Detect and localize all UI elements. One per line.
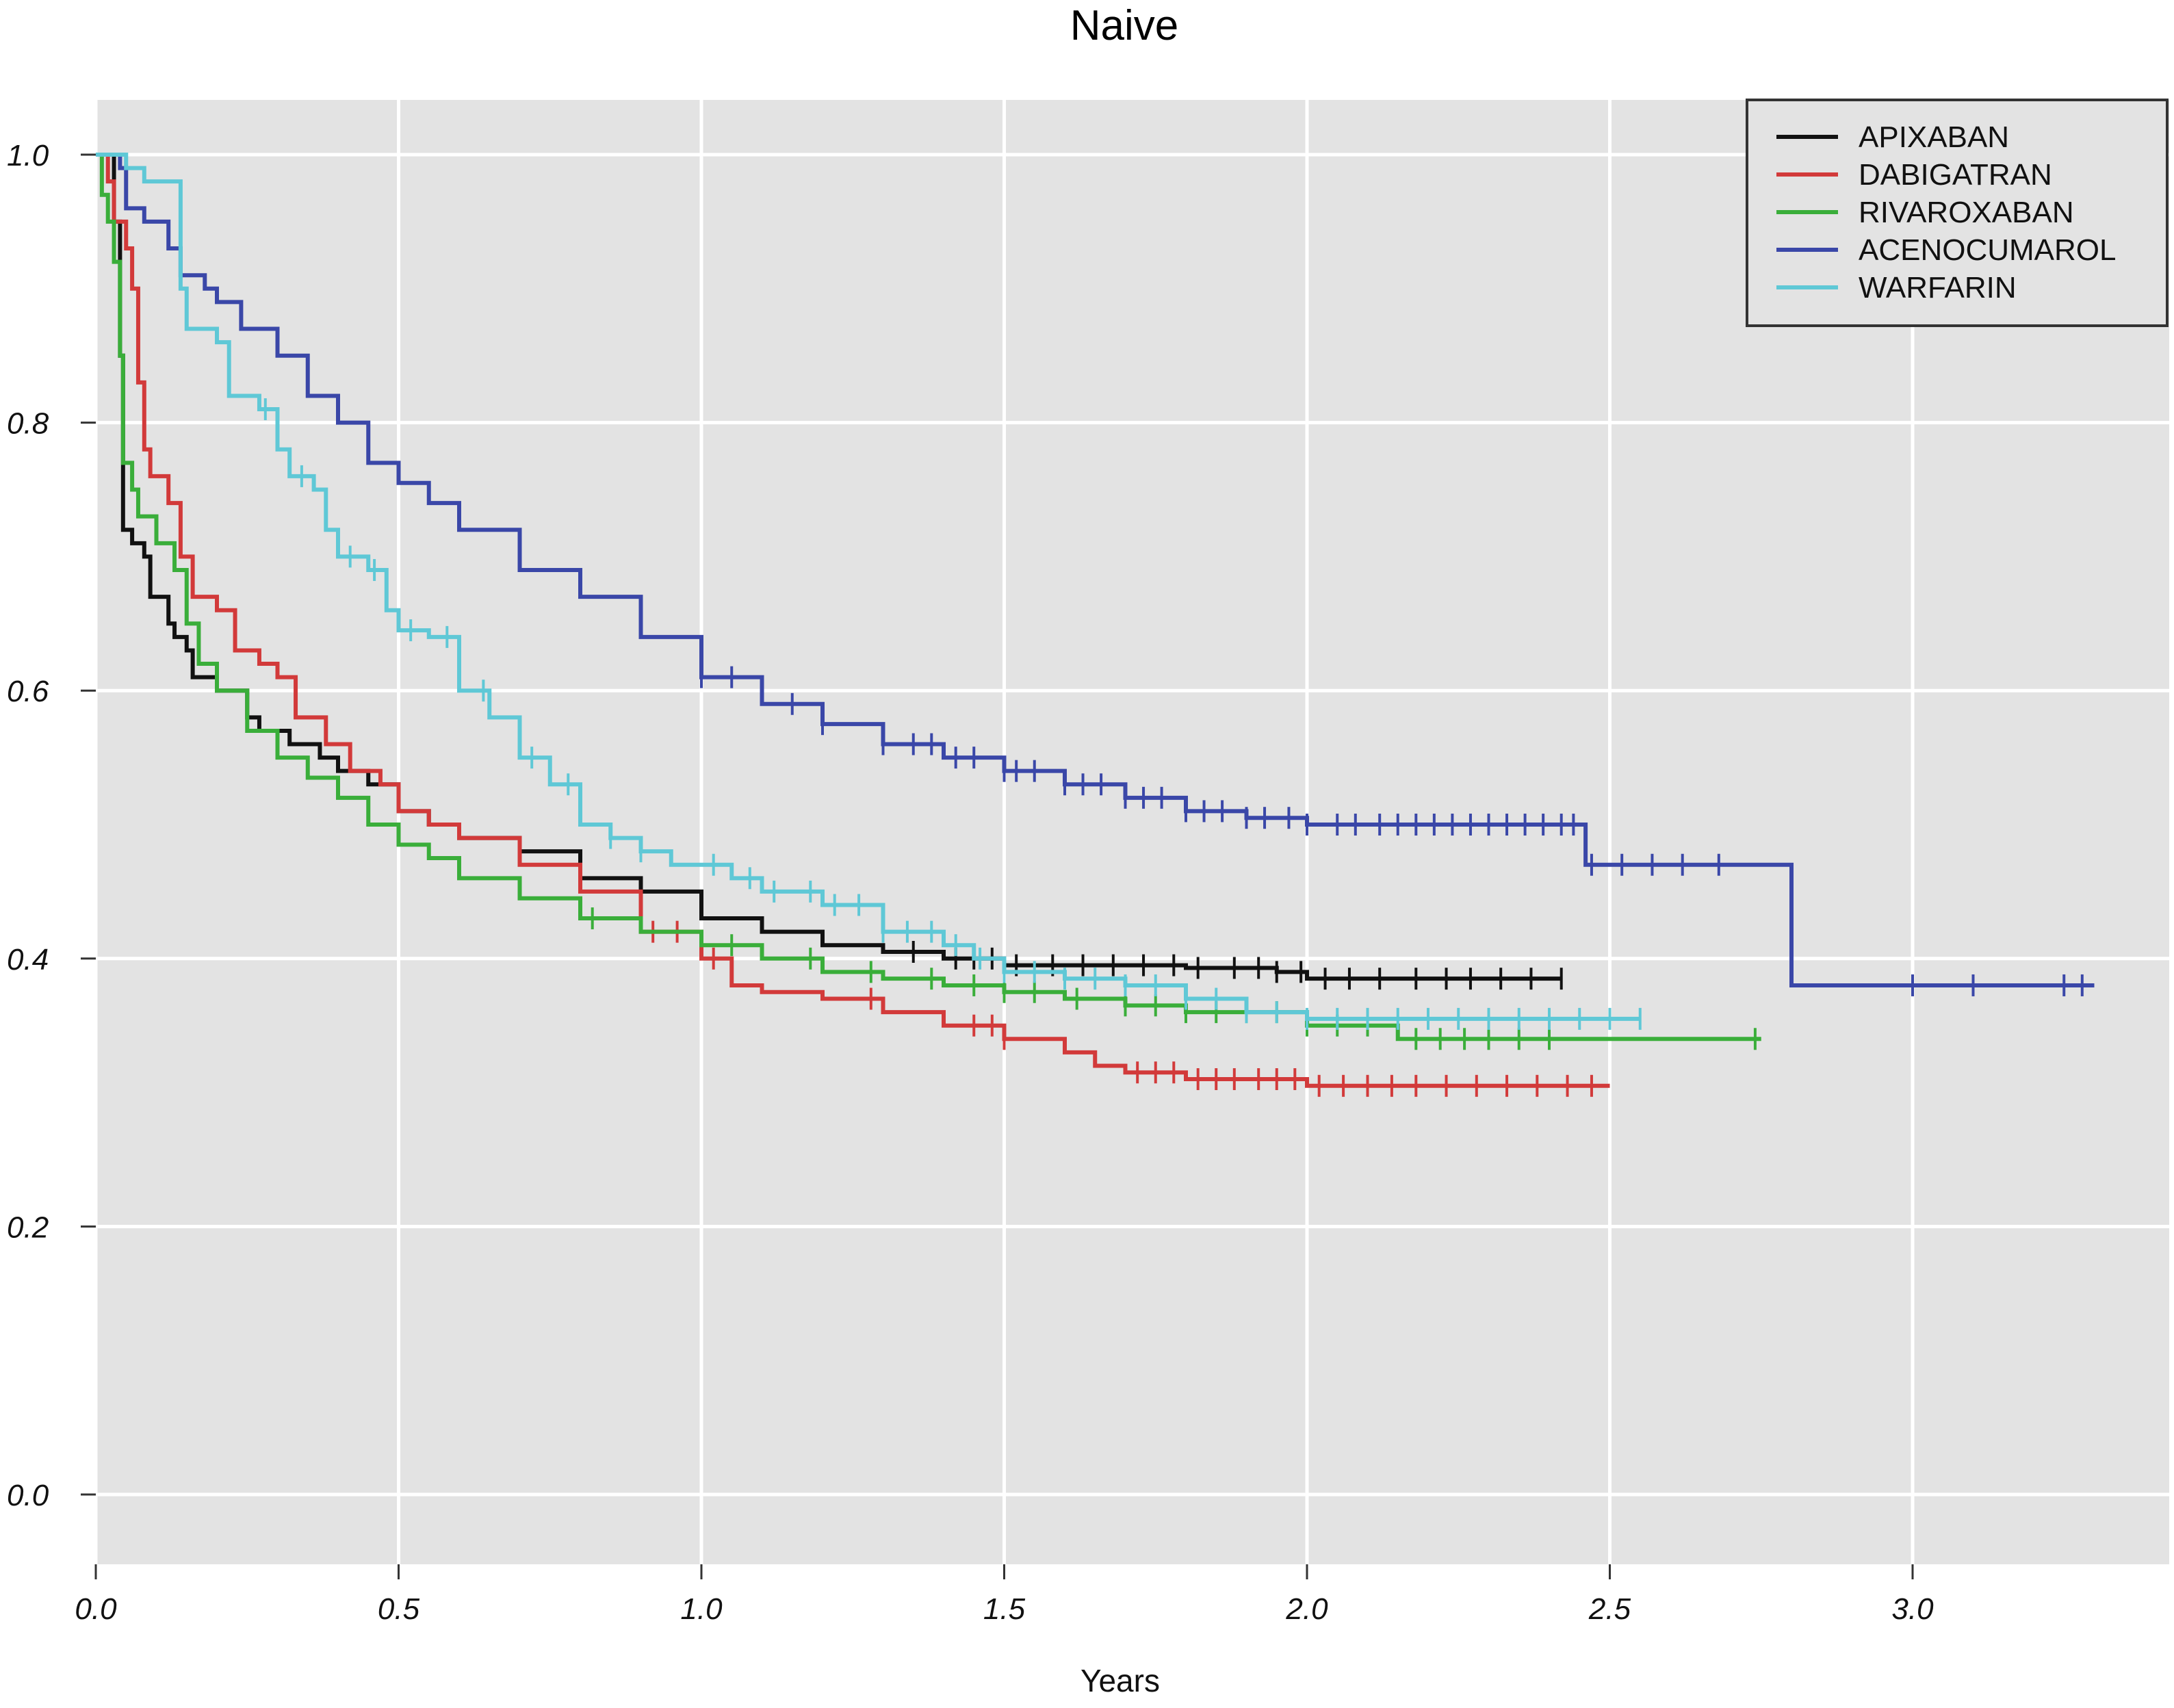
- series-dabigatran: [96, 153, 1610, 1097]
- series-apixaban: [96, 153, 1563, 990]
- legend-label: RIVAROXABAN: [1859, 196, 2074, 229]
- series-line: [96, 153, 1562, 981]
- series-line: [96, 153, 1640, 1021]
- y-tick-label: 0.4: [7, 943, 49, 976]
- x-tick-label: 2.0: [1285, 1592, 1328, 1626]
- x-tick-label: 2.5: [1588, 1592, 1631, 1626]
- y-axis: 0.0 0.2 0.4 0.6 0.8 1.0: [7, 139, 96, 1512]
- series-line: [96, 153, 1610, 1088]
- chart-title: Naive: [1070, 2, 1179, 49]
- x-axis: 0.0 0.5 1.0 1.5 2.0 2.5 3.0: [75, 1564, 1934, 1626]
- x-tick-label: 0.5: [378, 1592, 420, 1626]
- series-acenocumarol: [96, 153, 2095, 996]
- x-axis-label: Years: [1080, 1663, 1160, 1698]
- y-tick-label: 0.8: [7, 407, 49, 441]
- series-warfarin: [96, 153, 1642, 1030]
- series-layer: [96, 153, 2095, 1097]
- x-tick-label: 1.5: [983, 1592, 1026, 1626]
- y-tick-label: 0.6: [7, 675, 49, 708]
- x-tick-label: 3.0: [1891, 1592, 1934, 1626]
- legend-label: DABIGATRAN: [1859, 158, 2052, 192]
- y-tick-label: 0.2: [7, 1211, 49, 1244]
- legend-label: WARFARIN: [1859, 271, 2017, 305]
- series-rivaroxaban: [96, 153, 1761, 1050]
- legend-label: ACENOCUMAROL: [1859, 233, 2117, 267]
- legend: APIXABAN DABIGATRAN RIVAROXABAN ACENOCUMARO…: [1746, 99, 2169, 327]
- y-tick-label: 1.0: [7, 139, 49, 172]
- y-tick-label: 0.0: [7, 1479, 49, 1512]
- legend-label: APIXABAN: [1859, 120, 2009, 154]
- x-tick-label: 1.0: [680, 1592, 723, 1626]
- plot-area: [96, 100, 2169, 1564]
- x-tick-label: 0.0: [75, 1592, 117, 1626]
